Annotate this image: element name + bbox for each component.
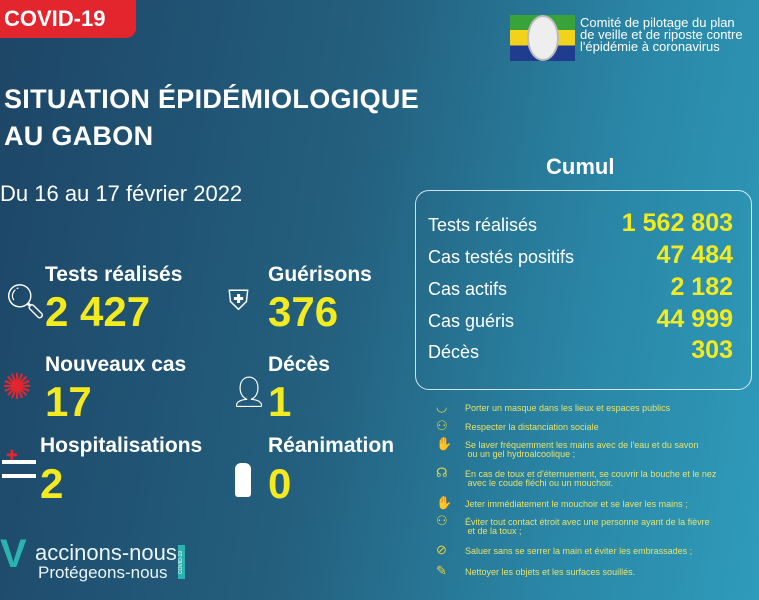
stat-value: 376 (268, 288, 339, 335)
magnifier-icon: 🔍︎ (4, 282, 48, 322)
mask-icon: ◡ (436, 399, 448, 414)
cumul-row: Cas actifs 2 182 (428, 271, 733, 301)
stat-value: 0 (268, 460, 292, 507)
distance-icon: ⚇ (436, 418, 448, 433)
cumul-title: Cumul (546, 154, 615, 179)
cumul-label: Cas testés positifs (428, 247, 575, 267)
stat-label: Hospitalisations (40, 434, 203, 457)
org-line: l'épidémie à coronavirus (580, 39, 720, 54)
virus-icon: ✺ (2, 367, 33, 408)
cumul-value: 303 (691, 336, 733, 364)
covid-tag: COVID-19 (178, 545, 185, 579)
tip-text: Se laver fréquemment les mains avec de l… (465, 440, 699, 459)
stat-value: 17 (45, 378, 92, 425)
stat-value: 2 (40, 460, 64, 507)
page-title-2: AU GABON (4, 121, 154, 151)
page-title: SITUATION ÉPIDÉMIOLOGIQUE (4, 84, 420, 114)
stat-value: 2 427 (45, 288, 151, 335)
cumul-value: 47 484 (656, 241, 733, 269)
cumul-value: 44 999 (656, 305, 733, 333)
org-name: Comité de pilotage du plan de veille et … (580, 15, 743, 54)
cumul-value: 2 182 (670, 273, 733, 301)
stat-label: Nouveaux cas (45, 353, 187, 376)
tip-text: Nettoyer les objets et les surfaces soui… (465, 567, 636, 577)
stat-label: Décès (268, 353, 330, 376)
covid-banner: COVID-19 (0, 0, 136, 38)
oxygen-tank-icon (235, 463, 251, 497)
tip-text: Respecter la distanciation sociale (465, 422, 599, 432)
avoid-contact-icon: ⚇ (436, 513, 448, 528)
cumul-row: Cas testés positifs 47 484 (428, 239, 733, 269)
hospital-bed-icon: ✚ (2, 448, 36, 478)
stat-label: Guérisons (268, 263, 372, 286)
org-line: Comité de pilotage du plan (580, 15, 735, 30)
tissue-icon: ✋ (436, 495, 453, 510)
victory-hand-icon: V (0, 532, 27, 576)
cumul-table: Tests réalisés 1 562 803 Cas testés posit… (415, 190, 752, 390)
tip-text: Saluer sans se serrer la main et éviter … (465, 546, 693, 556)
no-handshake-icon: ⊘ (436, 542, 447, 557)
cumul-row: Cas guéris 44 999 (428, 303, 733, 333)
tip-text: Porter un masque dans les lieux et espac… (465, 403, 671, 413)
stat-value: 1 (268, 378, 292, 425)
stat-label: Tests réalisés (45, 263, 183, 286)
tip-text: En cas de toux et d'éternuement, se couv… (465, 469, 717, 488)
cleaning-icon: ✎ (436, 563, 447, 578)
date-range: Du 16 au 17 février 2022 (0, 181, 243, 206)
seal-logo (527, 15, 559, 61)
cumul-label: Cas guéris (428, 311, 515, 331)
vaccine-slogan-2: Protégeons-nous (38, 563, 168, 582)
cumul-label: Tests réalisés (428, 215, 538, 235)
cumul-row: Tests réalisés 1 562 803 (428, 207, 733, 237)
cumul-value: 1 562 803 (621, 209, 733, 237)
cumul-label: Cas actifs (428, 279, 508, 299)
stat-label: Réanimation (268, 434, 395, 457)
org-line: de veille et de riposte contre (580, 27, 743, 42)
person-cross-icon: 👤︎ (230, 375, 269, 410)
tip-text: Jeter immédiatement le mouchoir et se la… (465, 499, 688, 509)
cough-icon: ☊ (436, 465, 448, 480)
cumul-label: Décès (428, 342, 480, 362)
cumul-row: Décès 303 (428, 334, 733, 364)
vaccine-slogan: accinons-nous (35, 540, 177, 565)
wash-hands-icon: ✋ (436, 436, 453, 451)
shield-cross-icon: ⛨ (228, 284, 250, 317)
red-cross-icon: ✚ (6, 448, 18, 464)
tip-text: Éviter tout contact étroit avec une pers… (465, 517, 710, 536)
